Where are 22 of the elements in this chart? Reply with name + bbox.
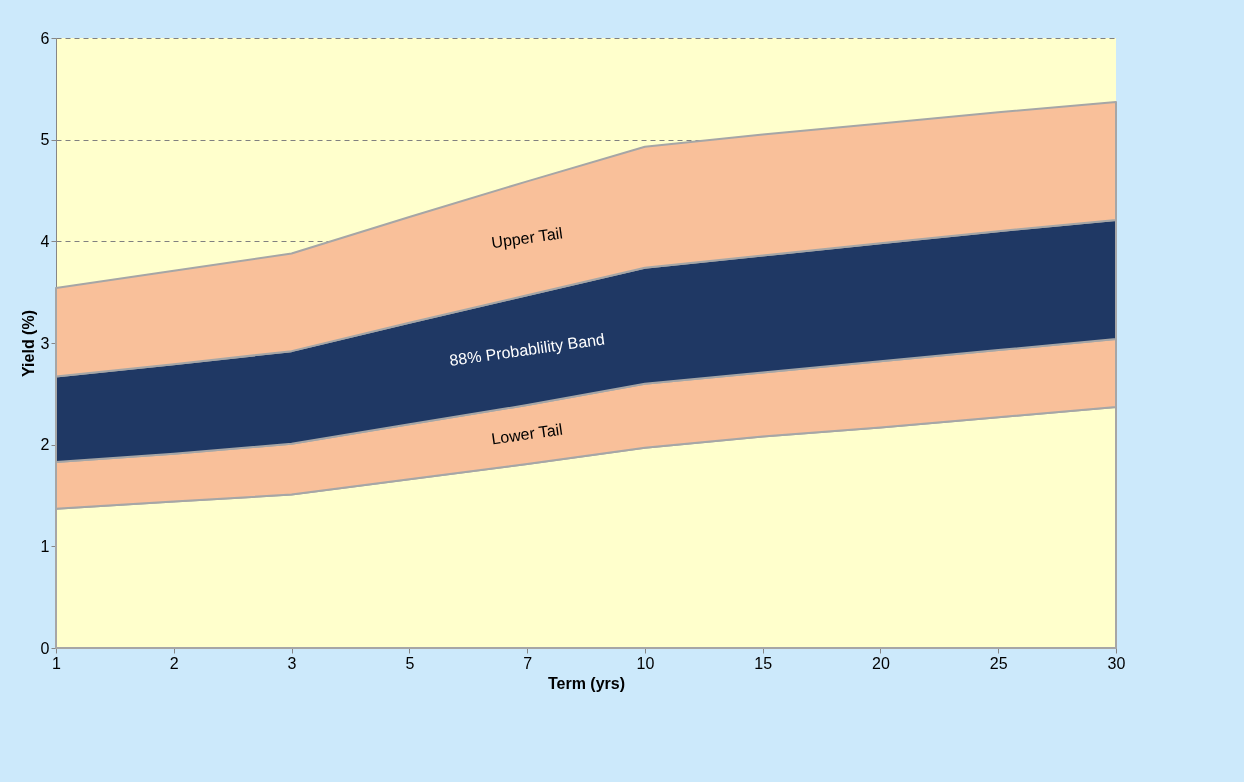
x-tick-label: 25 [989,654,1008,672]
y-tick-label: 0 [40,639,50,657]
series-label: Lower Tail [490,420,564,448]
x-tick-label: 3 [287,654,297,672]
series-label: 88% Probablility Band [448,330,606,369]
x-tick-label: 20 [872,654,890,672]
y-tick-label: 6 [40,29,50,47]
x-axis-title: Term (yrs) [547,674,626,692]
x-tick-label: 2 [169,654,179,672]
x-tick-label: 7 [523,654,533,672]
y-tick-label: 2 [40,436,50,454]
x-tick-label: 1 [52,654,62,672]
x-tick-label: 15 [754,654,773,672]
x-tick-label: 30 [1107,654,1126,672]
y-axis-title: Yield (%) [19,310,37,377]
y-tick-label: 3 [40,334,50,352]
y-tick-label: 1 [40,537,50,555]
series-label: Upper Tail [490,224,564,252]
x-tick-label: 5 [405,654,415,672]
y-tick-label: 5 [40,131,50,149]
x-tick-label: 10 [636,654,655,672]
y-tick-label: 4 [40,232,50,250]
